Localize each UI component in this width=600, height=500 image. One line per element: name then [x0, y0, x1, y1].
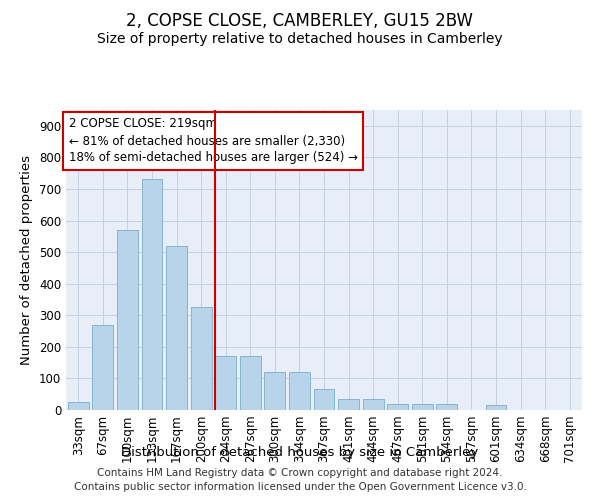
Bar — [142, 180, 163, 410]
Bar — [191, 308, 212, 410]
Bar — [387, 404, 408, 410]
Bar — [362, 399, 383, 410]
Bar — [289, 372, 310, 410]
Text: Contains public sector information licensed under the Open Government Licence v3: Contains public sector information licen… — [74, 482, 526, 492]
Bar — [240, 356, 261, 410]
Text: Contains HM Land Registry data © Crown copyright and database right 2024.: Contains HM Land Registry data © Crown c… — [97, 468, 503, 477]
Bar — [92, 324, 113, 410]
Text: Distribution of detached houses by size in Camberley: Distribution of detached houses by size … — [121, 446, 479, 459]
Bar — [68, 402, 89, 410]
Bar — [215, 356, 236, 410]
Bar — [436, 404, 457, 410]
Text: 2 COPSE CLOSE: 219sqm
← 81% of detached houses are smaller (2,330)
18% of semi-d: 2 COPSE CLOSE: 219sqm ← 81% of detached … — [68, 118, 358, 164]
Bar — [166, 246, 187, 410]
Bar — [117, 230, 138, 410]
Text: 2, COPSE CLOSE, CAMBERLEY, GU15 2BW: 2, COPSE CLOSE, CAMBERLEY, GU15 2BW — [127, 12, 473, 30]
Y-axis label: Number of detached properties: Number of detached properties — [20, 155, 34, 365]
Text: Size of property relative to detached houses in Camberley: Size of property relative to detached ho… — [97, 32, 503, 46]
Bar — [412, 404, 433, 410]
Bar — [485, 406, 506, 410]
Bar — [265, 372, 286, 410]
Bar — [314, 390, 334, 410]
Bar — [338, 399, 359, 410]
